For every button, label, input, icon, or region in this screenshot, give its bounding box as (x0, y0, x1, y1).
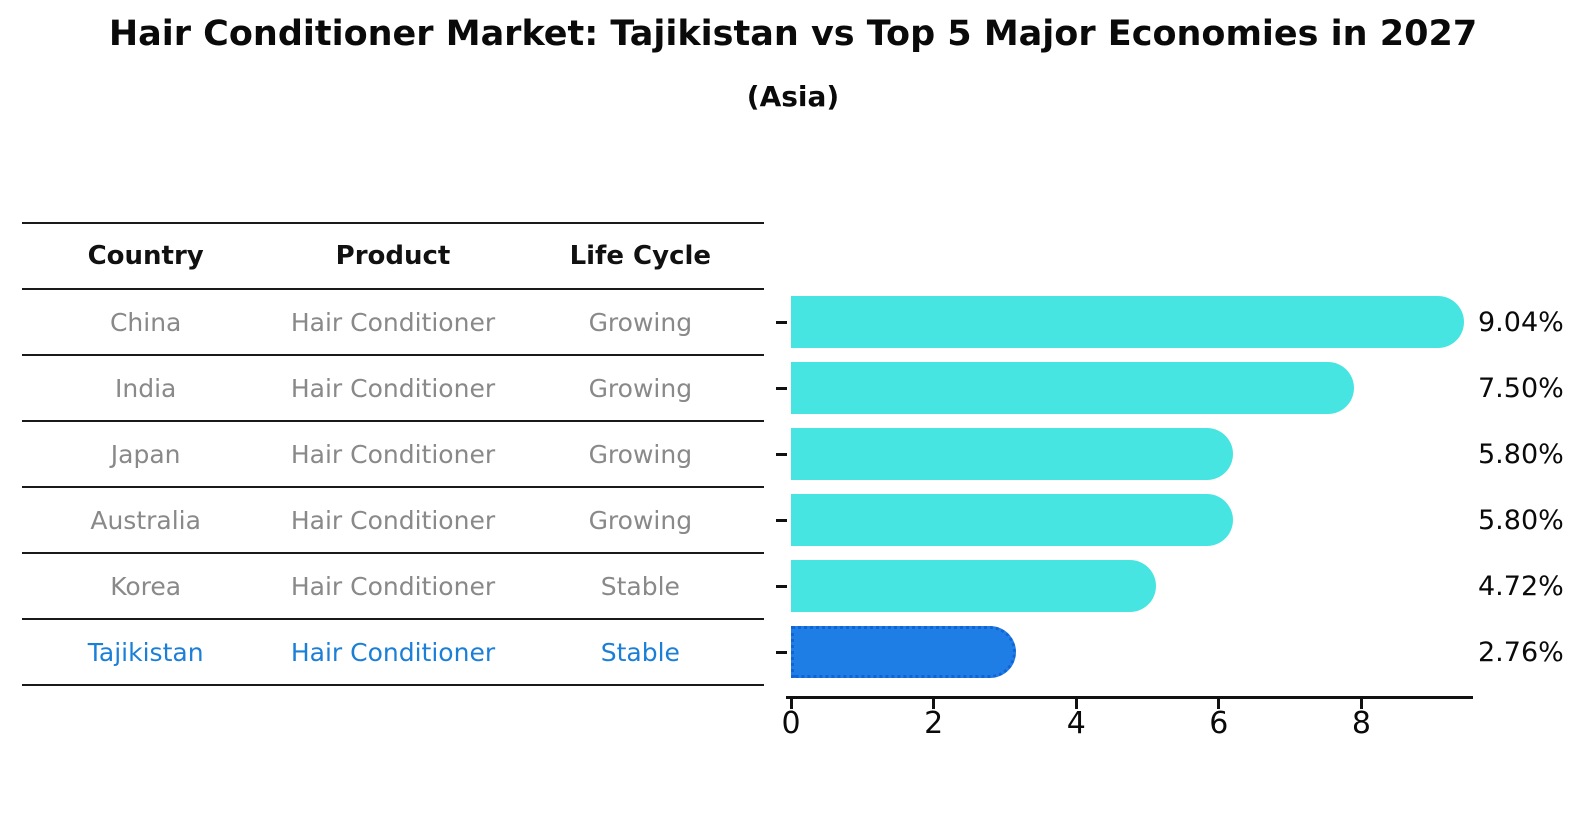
cell-product: Hair Conditioner (290, 307, 496, 337)
table-row: Korea Hair Conditioner Stable (22, 552, 764, 618)
table-row: Japan Hair Conditioner Growing (22, 420, 764, 486)
cell-life-cycle: Stable (600, 571, 680, 601)
cell-life-cycle: Growing (588, 505, 693, 535)
value-label: 4.72% (1478, 570, 1564, 602)
x-axis-line (786, 696, 1473, 699)
cell-country: China (109, 307, 182, 337)
x-tick (1359, 699, 1363, 709)
bar (791, 560, 1156, 612)
x-tick-label: 0 (781, 706, 801, 741)
bar-highlighted (791, 626, 1016, 678)
x-tick-label: 8 (1351, 706, 1372, 741)
y-tick (776, 584, 787, 588)
value-label: 5.80% (1478, 504, 1564, 536)
cell-country: Japan (110, 439, 181, 469)
column-header-life-cycle: Life Cycle (569, 241, 712, 271)
cell-country: Australia (90, 505, 201, 535)
x-tick (932, 699, 936, 709)
value-label: 2.76% (1478, 636, 1564, 668)
cell-life-cycle: Growing (588, 439, 693, 469)
bar (791, 296, 1464, 348)
cell-product: Hair Conditioner (290, 637, 496, 667)
table-row: Tajikistan Hair Conditioner Stable (22, 618, 764, 684)
table-row: China Hair Conditioner Growing (22, 288, 764, 354)
cell-product: Hair Conditioner (290, 571, 496, 601)
page-subtitle: (Asia) (746, 80, 840, 113)
y-tick (776, 386, 787, 390)
cell-country: Korea (110, 571, 182, 601)
x-tick-label: 2 (924, 706, 944, 741)
table-header-row: Country Product Life Cycle (22, 222, 764, 288)
cell-life-cycle: Growing (588, 307, 693, 337)
table-row: India Hair Conditioner Growing (22, 354, 764, 420)
country-table: Country Product Life Cycle China Hair Con… (22, 222, 764, 686)
table-row: Australia Hair Conditioner Growing (22, 486, 764, 552)
value-label: 7.50% (1478, 372, 1564, 404)
x-tick-label: 4 (1066, 706, 1086, 741)
cell-product: Hair Conditioner (290, 373, 496, 403)
bar (791, 362, 1354, 414)
cell-life-cycle: Stable (600, 637, 680, 667)
x-tick (1217, 699, 1221, 709)
value-label: 9.04% (1478, 306, 1564, 338)
y-tick (776, 452, 787, 456)
y-tick (776, 320, 787, 324)
column-header-country: Country (87, 241, 204, 271)
y-tick (776, 518, 787, 522)
x-tick-label: 6 (1209, 706, 1229, 741)
bar (791, 494, 1233, 546)
cell-country: Tajikistan (87, 637, 204, 667)
x-tick (789, 699, 793, 709)
column-header-product: Product (335, 241, 451, 271)
cell-product: Hair Conditioner (290, 505, 496, 535)
bar (791, 428, 1233, 480)
cell-country: India (114, 373, 177, 403)
table-body: China Hair Conditioner Growing India Hair Co… (22, 288, 764, 684)
x-tick (1074, 699, 1078, 709)
y-tick (776, 650, 787, 654)
cell-life-cycle: Growing (588, 373, 693, 403)
cell-product: Hair Conditioner (290, 439, 496, 469)
value-label: 5.80% (1478, 438, 1564, 470)
page-title: Hair Conditioner Market: Tajikistan vs T… (108, 14, 1478, 54)
